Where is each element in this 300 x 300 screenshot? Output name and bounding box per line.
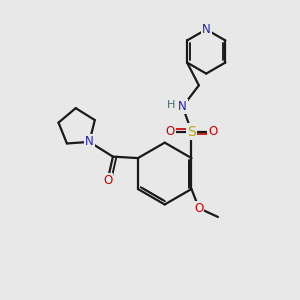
Text: S: S <box>187 124 196 139</box>
Text: O: O <box>208 125 217 138</box>
Text: O: O <box>103 174 112 187</box>
Text: O: O <box>166 125 175 138</box>
Text: N: N <box>178 100 187 113</box>
Text: H: H <box>167 100 176 110</box>
Text: N: N <box>85 135 94 148</box>
Text: O: O <box>194 202 203 215</box>
Text: N: N <box>202 23 211 36</box>
